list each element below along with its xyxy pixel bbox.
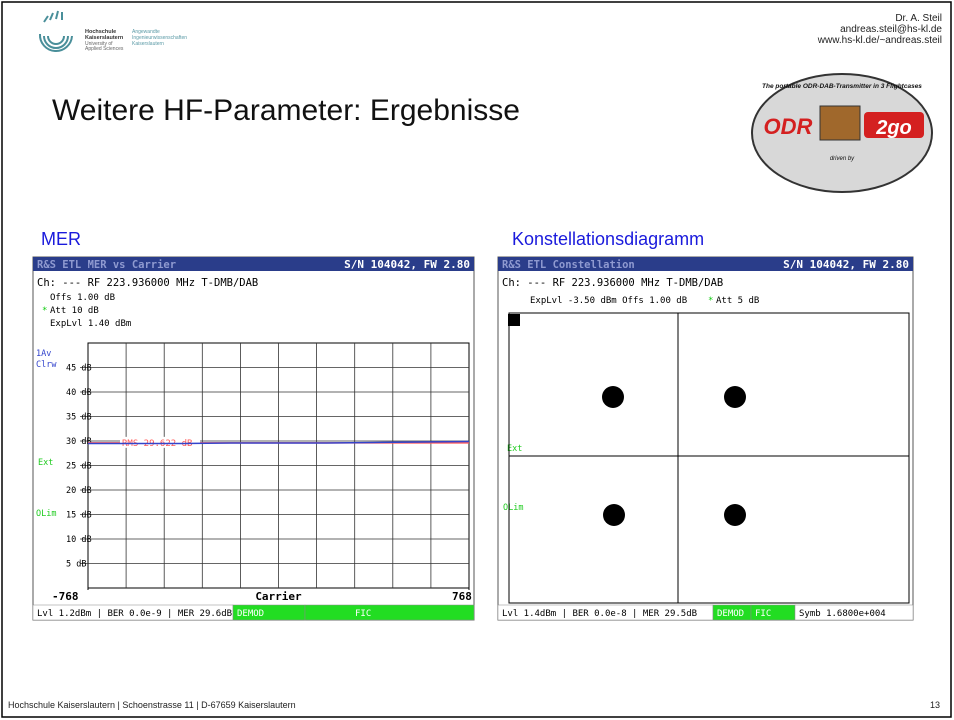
symbol-cloud [603,504,625,526]
y-tick-label: 45 dB [66,364,92,374]
y-tick-label: 10 dB [66,535,92,545]
screen-info: Ch: --- RF 223.936000 MHz T-DMB/DAB [502,277,723,289]
footer-address: Hochschule Kaiserslautern | Schoenstrass… [8,700,296,710]
screen-flag: * [708,296,713,306]
panel-label: Konstellationsdiagramm [512,229,704,249]
slide-title: Weitere HF-Parameter: Ergebnisse [52,94,520,127]
symbol-cloud [724,504,746,526]
y-tick-label: 30 dB [66,437,92,447]
side-label: Ext [38,458,53,468]
author-line: andreas.steil@hs-kl.de [840,24,942,35]
panel-label: MER [41,229,81,249]
symbol-cloud [602,386,624,408]
screen-title: R&S ETL MER vs Carrier [37,259,176,271]
y-tick-label: 35 dB [66,413,92,423]
screen [33,257,474,620]
y-tick-label: 25 dB [66,462,92,472]
side-label: OLim [503,503,523,513]
status-text: Lvl 1.2dBm | BER 0.0e-9 | MER 29.6dB [37,609,232,619]
x-tick-label: 768 [452,590,472,603]
screen-info: ExpLvl 1.40 dBm [50,319,131,329]
side-label: OLim [36,509,56,519]
badge-left: ODR [764,114,813,139]
status-text: FIC [755,609,771,619]
screen-flag: * [42,306,47,316]
status-text: DEMOD [237,609,264,619]
screen-info: Att 10 dB [50,306,99,316]
author-line: www.hs-kl.de/~andreas.steil [817,35,942,46]
x-tick-label: -768 [52,590,79,603]
screen-info: Att 5 dB [716,296,759,306]
page-number: 13 [930,700,940,710]
badge-case [820,106,860,140]
status-cell [305,605,474,620]
badge-top: The portable ODR-DAB-Transmitter in 3 Fl… [762,83,922,90]
screen [498,257,913,620]
department: Kaiserslautern [132,41,164,47]
status-text: Symb 1.6800e+004 [799,609,886,619]
screen-info: Ch: --- RF 223.936000 MHz T-DMB/DAB [37,277,258,289]
side-label: Clrw [36,360,57,370]
x-axis-label: Carrier [255,590,302,603]
screen-info: ExpLvl -3.50 dBm Offs 1.00 dB [530,296,687,306]
badge-bottom: driven by [830,156,855,162]
status-text: Lvl 1.4dBm | BER 0.0e-8 | MER 29.5dB [502,609,697,619]
status-text: DEMOD [717,609,744,619]
symbol-cloud [724,386,746,408]
screen-info: Offs 1.00 dB [50,293,115,303]
status-text: FIC [355,609,371,619]
author-line: Dr. A. Steil [895,13,942,24]
y-tick-label: 40 dB [66,388,92,398]
y-tick-label: 15 dB [66,511,92,521]
screen-serial: S/N 104042, FW 2.80 [783,258,909,271]
slide: HochschuleKaiserslauternUniversity ofApp… [0,0,954,720]
y-tick-label: 5 dB [66,560,86,570]
y-tick-label: 20 dB [66,486,92,496]
screen-title: R&S ETL Constellation [502,259,635,271]
screen-serial: S/N 104042, FW 2.80 [344,258,470,271]
marker-square [508,314,520,326]
side-label: 1Av [36,349,51,359]
institution-sub: Applied Sciences [85,46,124,52]
badge-right: 2go [875,117,912,139]
